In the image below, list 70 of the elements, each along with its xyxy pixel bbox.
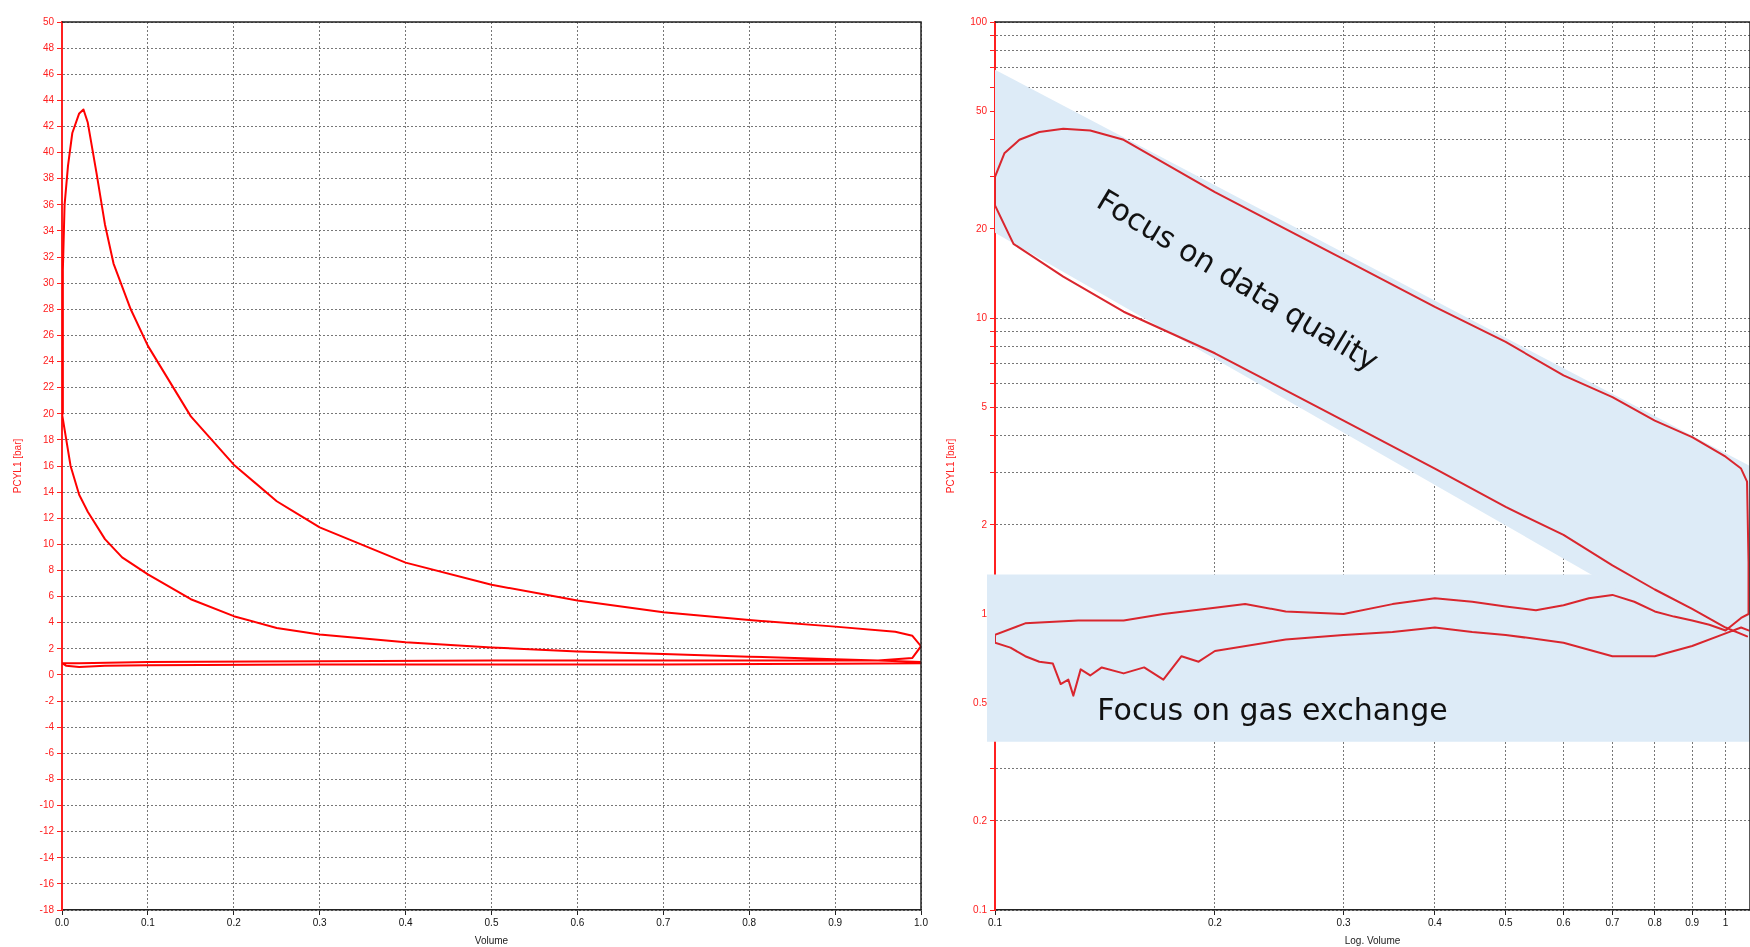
y-tick-label: 10 [975, 311, 988, 323]
x-tick-label: 0.8 [1647, 916, 1663, 928]
y-axis-title: PCYL1 [bar] [944, 438, 956, 494]
y-tick-label: 2 [981, 518, 988, 530]
y-tick-label: 42 [42, 120, 55, 132]
y-tick-label: 1 [981, 607, 988, 619]
y-tick-label: 44 [42, 94, 55, 106]
y-tick-label: 30 [42, 276, 55, 288]
x-tick-label: 1.0 [914, 916, 929, 928]
y-tick-label: 28 [42, 303, 55, 315]
y-tick-label: 100 [970, 15, 988, 27]
y-tick-label: 4 [48, 616, 55, 628]
y-tick-label: 0 [48, 668, 55, 680]
y-tick-label: 26 [42, 329, 55, 341]
y-tick-label: 20 [42, 407, 55, 419]
x-tick-label: 0.9 [828, 916, 843, 928]
y-tick-label: 50 [975, 104, 988, 116]
y-tick-label: 12 [42, 511, 55, 523]
x-tick-label: 0.2 [226, 916, 242, 928]
x-tick-label: 0.5 [1498, 916, 1514, 928]
y-tick-label: 36 [42, 198, 55, 210]
y-tick-label: 46 [42, 67, 55, 79]
band-label: Focus on gas exchange [1097, 691, 1448, 727]
x-tick-label: 0.8 [742, 916, 757, 928]
x-tick-label: 0.7 [1605, 916, 1620, 928]
x-tick-label: 0.6 [570, 916, 585, 928]
y-tick-label: 0.2 [973, 814, 988, 826]
y-tick-label: 40 [42, 146, 55, 158]
x-tick-label: 0.4 [1427, 916, 1443, 928]
y-tick-label: -10 [39, 799, 55, 811]
y-tick-label: -16 [39, 877, 55, 889]
y-tick-label: -12 [39, 825, 55, 837]
x-tick-label: 0.5 [484, 916, 499, 928]
y-tick-label: 10 [42, 538, 55, 550]
y-tick-label: -14 [39, 851, 55, 863]
x-axis-title: Log. Volume [1344, 934, 1401, 946]
y-tick-label: 20 [975, 222, 988, 234]
y-tick-label: -8 [45, 773, 55, 785]
y-tick-label: 14 [42, 485, 55, 497]
x-tick-label: 0.9 [1685, 916, 1700, 928]
x-tick-label: 1 [1722, 916, 1729, 928]
y-tick-label: 38 [42, 172, 55, 184]
y-tick-label: 22 [42, 381, 55, 393]
y-tick-label: 32 [42, 250, 55, 262]
y-tick-label: 50 [42, 15, 55, 27]
x-tick-label: 0.4 [398, 916, 413, 928]
x-tick-label: 0.1 [140, 916, 156, 928]
x-tick-label: 0.3 [312, 916, 328, 928]
x-tick-label: 0.3 [1336, 916, 1351, 928]
x-tick-label: 0.7 [656, 916, 671, 928]
x-tick-label: 0.0 [55, 916, 70, 928]
y-tick-label: 0.5 [973, 696, 988, 708]
y-tick-label: -4 [45, 720, 55, 732]
x-tick-label: 0.2 [1207, 916, 1223, 928]
y-tick-label: 0.1 [973, 903, 988, 915]
y-tick-label: 16 [42, 459, 55, 471]
y-tick-label: -18 [39, 903, 55, 915]
y-tick-label: 34 [42, 224, 55, 236]
y-axis-title: PCYL1 [bar] [11, 438, 23, 494]
y-tick-label: 5 [981, 400, 988, 412]
y-tick-label: -6 [45, 747, 55, 759]
y-tick-label: 24 [42, 355, 55, 367]
y-tick-label: 48 [42, 41, 55, 53]
y-tick-label: 6 [48, 590, 55, 602]
y-tick-label: 2 [48, 642, 55, 654]
y-tick-label: 18 [42, 433, 55, 445]
x-tick-label: 0.6 [1556, 916, 1571, 928]
x-axis-title: Volume [474, 934, 509, 946]
y-tick-label: 8 [48, 564, 55, 576]
y-tick-label: -2 [45, 694, 55, 706]
